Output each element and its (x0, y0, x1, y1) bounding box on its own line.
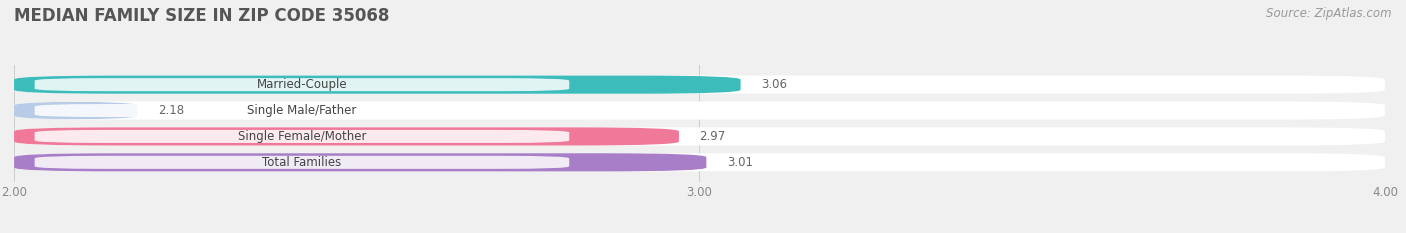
Text: 3.06: 3.06 (761, 78, 787, 91)
Text: Total Families: Total Families (263, 156, 342, 169)
Text: Married-Couple: Married-Couple (257, 78, 347, 91)
Text: 2.97: 2.97 (699, 130, 725, 143)
Text: Single Female/Mother: Single Female/Mother (238, 130, 366, 143)
FancyBboxPatch shape (14, 153, 706, 171)
FancyBboxPatch shape (35, 156, 569, 169)
FancyBboxPatch shape (14, 127, 1385, 145)
FancyBboxPatch shape (14, 127, 679, 145)
FancyBboxPatch shape (35, 78, 569, 91)
Text: MEDIAN FAMILY SIZE IN ZIP CODE 35068: MEDIAN FAMILY SIZE IN ZIP CODE 35068 (14, 7, 389, 25)
FancyBboxPatch shape (14, 153, 1385, 171)
FancyBboxPatch shape (14, 102, 1385, 120)
FancyBboxPatch shape (14, 75, 741, 94)
FancyBboxPatch shape (14, 102, 138, 120)
Text: Source: ZipAtlas.com: Source: ZipAtlas.com (1267, 7, 1392, 20)
Text: 3.01: 3.01 (727, 156, 752, 169)
FancyBboxPatch shape (35, 104, 569, 117)
Text: Single Male/Father: Single Male/Father (247, 104, 357, 117)
FancyBboxPatch shape (35, 130, 569, 143)
Text: 2.18: 2.18 (157, 104, 184, 117)
FancyBboxPatch shape (14, 75, 1385, 94)
